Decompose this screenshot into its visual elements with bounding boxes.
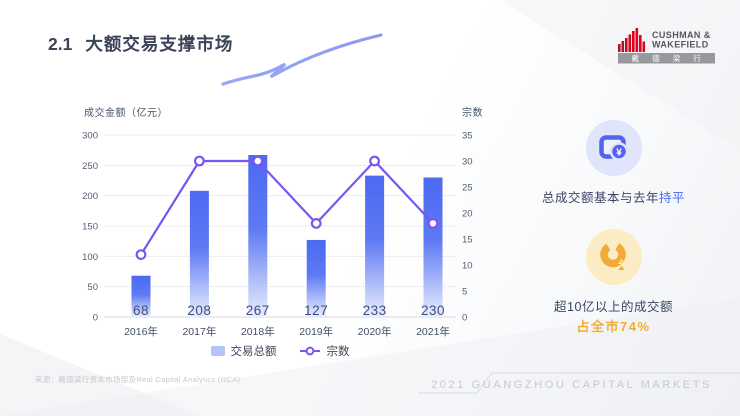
line-series-label: 宗数 [326, 346, 350, 358]
svg-text:成交金额（亿元）: 成交金额（亿元） [84, 106, 168, 119]
report-title: 2021 GUANGZHOU CAPITAL MARKETS [431, 379, 712, 391]
svg-text:2019年: 2019年 [299, 325, 333, 338]
svg-text:50: 50 [87, 282, 98, 293]
insight-1-accent: 持平 [659, 191, 686, 205]
svg-text:10: 10 [462, 261, 473, 272]
svg-text:233: 233 [363, 303, 387, 318]
svg-text:2018年: 2018年 [241, 325, 275, 338]
svg-text:200: 200 [82, 191, 98, 202]
chart-legend: 交易总额 宗数 [70, 343, 490, 359]
page-title: 2.1 大额交易支撑市场 [48, 31, 233, 56]
svg-text:2016年: 2016年 [124, 325, 158, 338]
brush-swoosh-decoration [221, 33, 383, 86]
bar-line-chart: 0 50 100 150 200 250 300 0 5 10 15 20 25 30 35 成交金额（亿元）… [82, 106, 483, 338]
svg-text:2017年: 2017年 [182, 325, 216, 338]
logo-building-icon [618, 28, 646, 52]
insight-2-line2: 占全市74% [576, 319, 651, 335]
insight-1-icon-circle: ¥ [585, 120, 642, 176]
logo-name-line1: CUSHMAN & [652, 30, 711, 40]
svg-text:25: 25 [462, 183, 473, 194]
bar-series-swatch [210, 346, 225, 356]
legend-item-line: 宗数 [299, 343, 350, 359]
svg-text:250: 250 [82, 161, 98, 172]
insight-1-text: 总成交额基本与去年持平 [541, 189, 686, 207]
legend-item-bar: 交易总额 [210, 343, 277, 359]
svg-text:5: 5 [462, 287, 467, 298]
logo-cn-bar [618, 53, 715, 64]
source-note: 来源：戴德梁行资本市场部及Real Capital Analytics (RCA… [35, 375, 241, 384]
svg-text:100: 100 [82, 252, 98, 263]
svg-text:¥: ¥ [616, 147, 622, 159]
svg-text:300: 300 [82, 131, 98, 142]
logo-name-line2: WAKEFIELD [652, 40, 709, 50]
svg-text:2020年: 2020年 [358, 325, 392, 338]
svg-text:30: 30 [462, 157, 473, 168]
wallet-yuan-icon: ¥ [598, 135, 628, 161]
svg-text:208: 208 [187, 303, 211, 318]
section-number: 2.1 [48, 34, 73, 54]
svg-text:宗数: 宗数 [462, 106, 483, 119]
svg-text:150: 150 [82, 222, 98, 233]
svg-text:35: 35 [462, 131, 473, 142]
svg-text:68: 68 [133, 303, 149, 318]
insight-1-main: 总成交额基本与去年 [541, 191, 659, 205]
logo-cn-name: 戴 德 梁 行 [632, 53, 707, 63]
insight-2-line1: 超10亿以上的成交额 [554, 300, 673, 315]
insight-panel: ¥ 总成交额基本与去年持平 超10亿以上的成交额 占全市74% [541, 120, 686, 337]
insight-2-icon-circle [585, 229, 642, 286]
svg-text:230: 230 [421, 303, 445, 318]
donut-chart-icon [599, 241, 626, 272]
svg-text:20: 20 [462, 209, 473, 220]
cushman-wakefield-logo: CUSHMAN & WAKEFIELD 戴 德 梁 行 [618, 28, 715, 64]
svg-text:2021年: 2021年 [416, 325, 450, 338]
svg-text:0: 0 [93, 313, 98, 324]
bar-series-label: 交易总额 [230, 346, 277, 358]
svg-text:267: 267 [246, 303, 270, 318]
title-text: 大额交易支撑市场 [85, 34, 234, 54]
svg-text:15: 15 [462, 235, 473, 246]
svg-text:127: 127 [304, 303, 328, 318]
line-series-icon [299, 346, 320, 356]
svg-text:0: 0 [462, 313, 467, 324]
insight-2-text: 超10亿以上的成交额 占全市74% [541, 298, 686, 337]
